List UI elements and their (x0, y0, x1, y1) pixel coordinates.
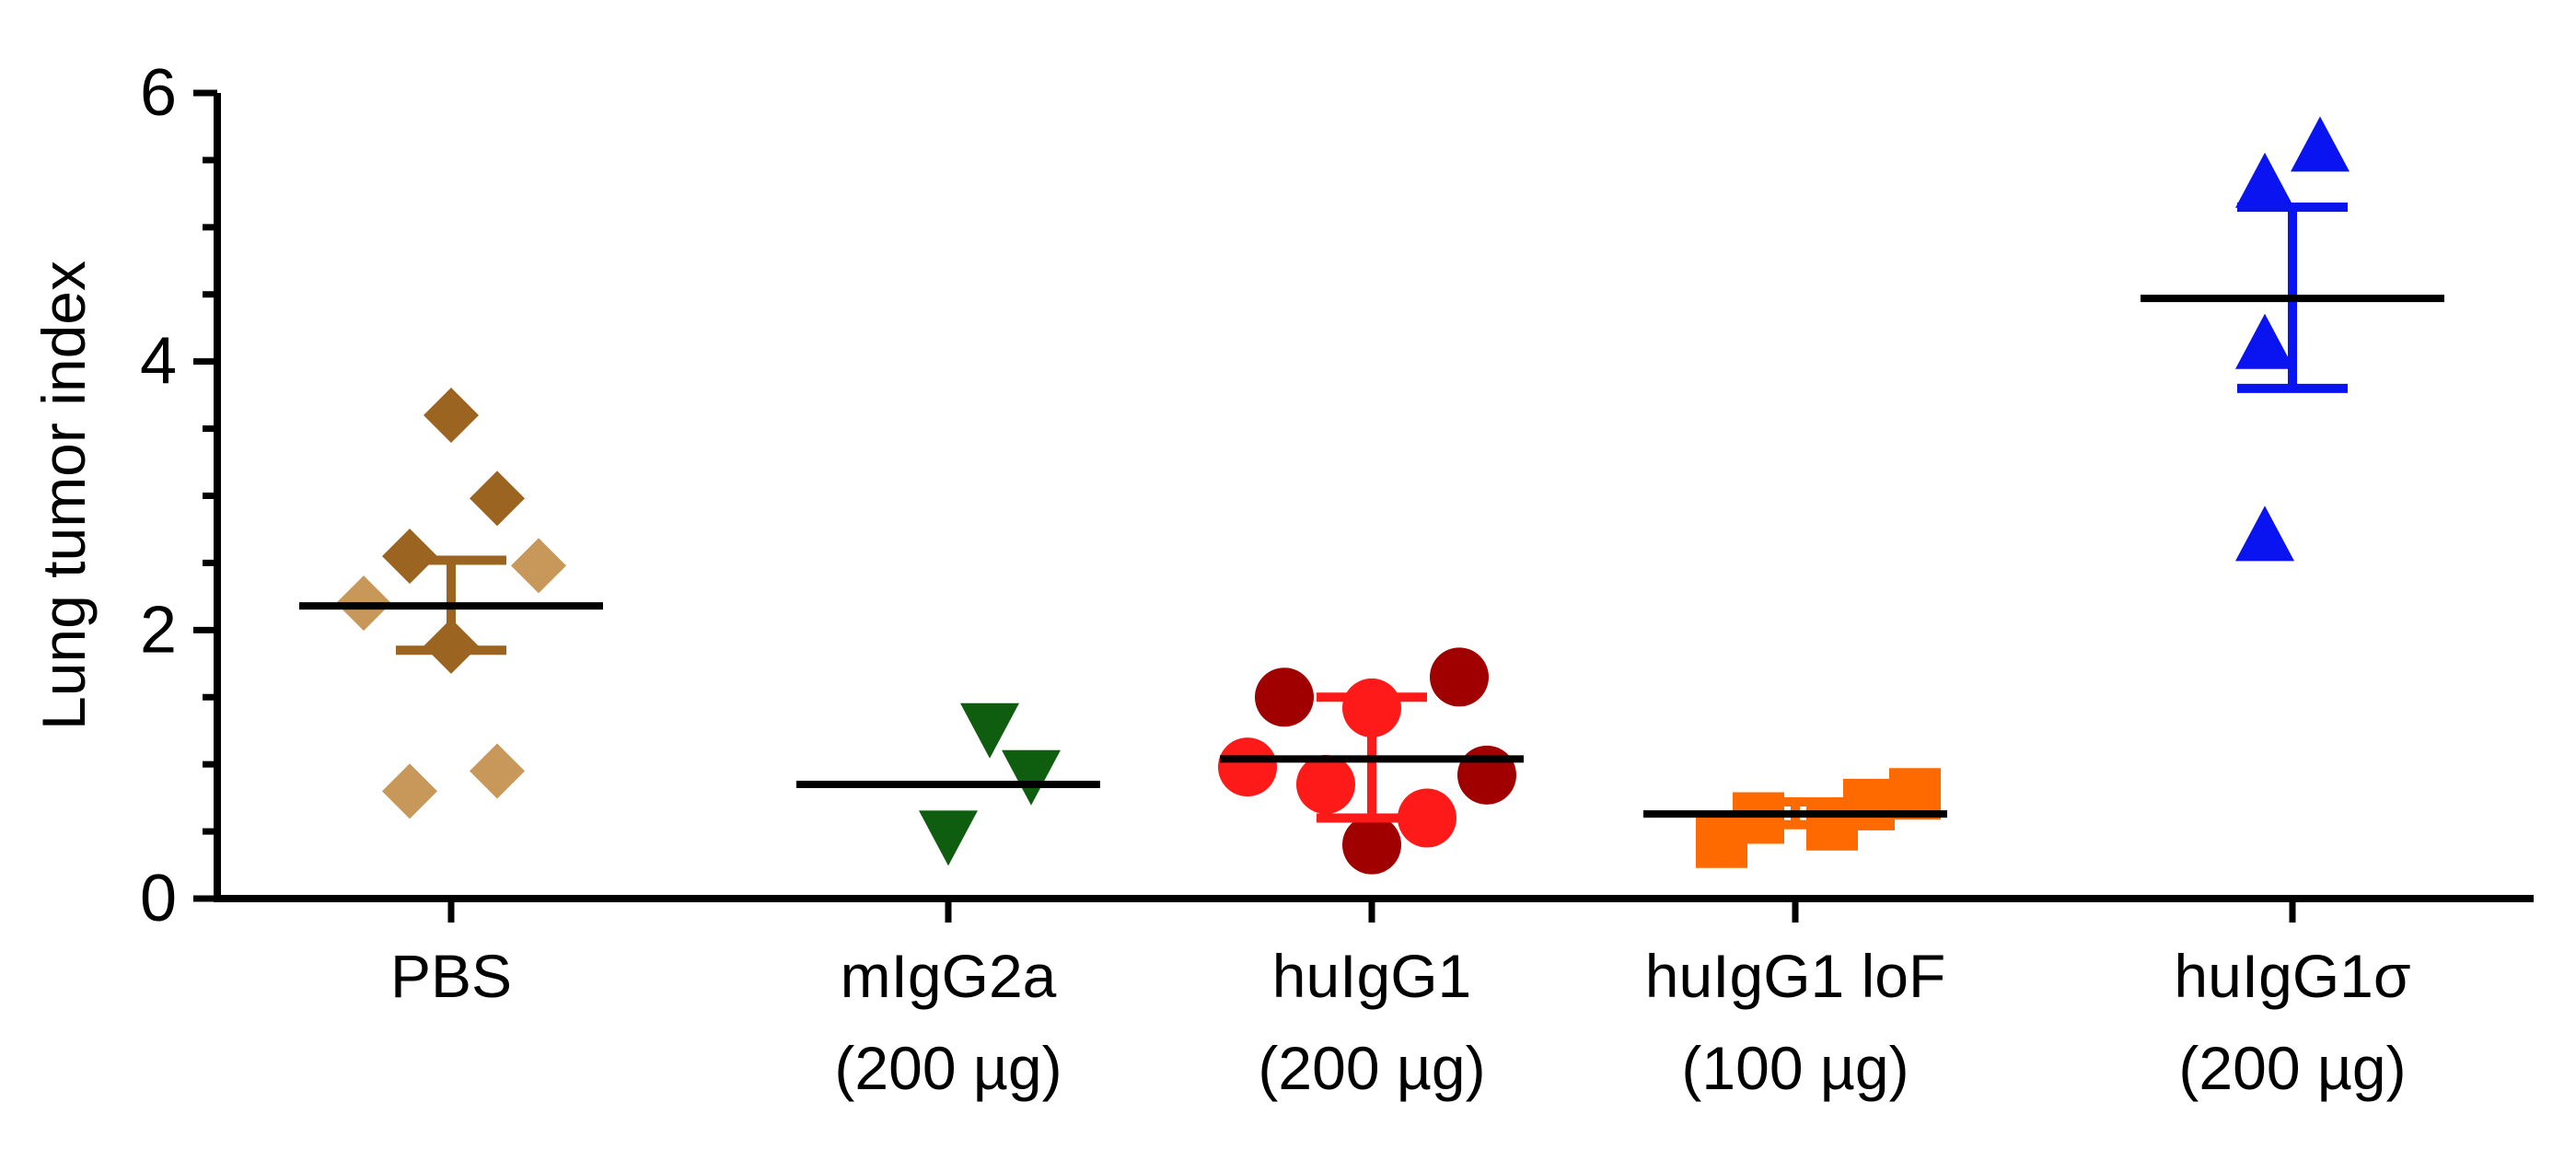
data-point-triangle-up (2235, 152, 2294, 208)
y-tick-label: 6 (140, 56, 177, 130)
x-tick-label: huIgG1 (1272, 942, 1472, 1010)
data-point-diamond (470, 743, 525, 799)
data-point-circle (1430, 647, 1489, 707)
y-tick-label: 0 (140, 862, 177, 935)
data-point-triangle-down (1002, 749, 1061, 806)
data-point-triangle-up (2235, 505, 2294, 562)
y-tick-label: 4 (140, 325, 177, 399)
data-point-circle (1457, 745, 1516, 805)
data-point-triangle-up (2291, 116, 2350, 172)
data-point-diamond (470, 470, 525, 527)
data-point-triangle-down (960, 702, 1019, 759)
data-point-circle (1255, 667, 1314, 727)
y-axis-label: Lung tumor index (29, 261, 98, 730)
data-point-square (1696, 816, 1747, 868)
data-point-circle (1218, 737, 1277, 797)
x-tick-label-dose: (200 µg) (1258, 1034, 1485, 1102)
x-tick-label: mIgG2a (841, 942, 1057, 1010)
data-point-diamond (382, 763, 437, 819)
y-tick-label: 2 (140, 593, 177, 667)
x-tick-label: huIgG1 loF (1645, 942, 1946, 1010)
x-tick-label: PBS (390, 942, 512, 1010)
data-point-diamond (511, 538, 566, 594)
data-point-triangle-up (2235, 313, 2294, 369)
x-tick-label: huIgG1σ (2174, 942, 2410, 1010)
x-tick-label-dose: (200 µg) (2178, 1034, 2406, 1102)
x-tick-label-dose: (100 µg) (1681, 1034, 1909, 1102)
chart-axes: 0 2 4 6 PBS mIgG2a (200 µg) huIgG1 (200 µg) huIgG… (140, 56, 2534, 1102)
data-point-diamond (424, 388, 479, 443)
data-point-triangle-down (919, 810, 978, 866)
data-point-circle (1296, 755, 1355, 815)
data-point-circle (1342, 815, 1401, 875)
x-tick-label-dose: (200 µg) (834, 1034, 1062, 1102)
chart-marks (299, 116, 2444, 875)
